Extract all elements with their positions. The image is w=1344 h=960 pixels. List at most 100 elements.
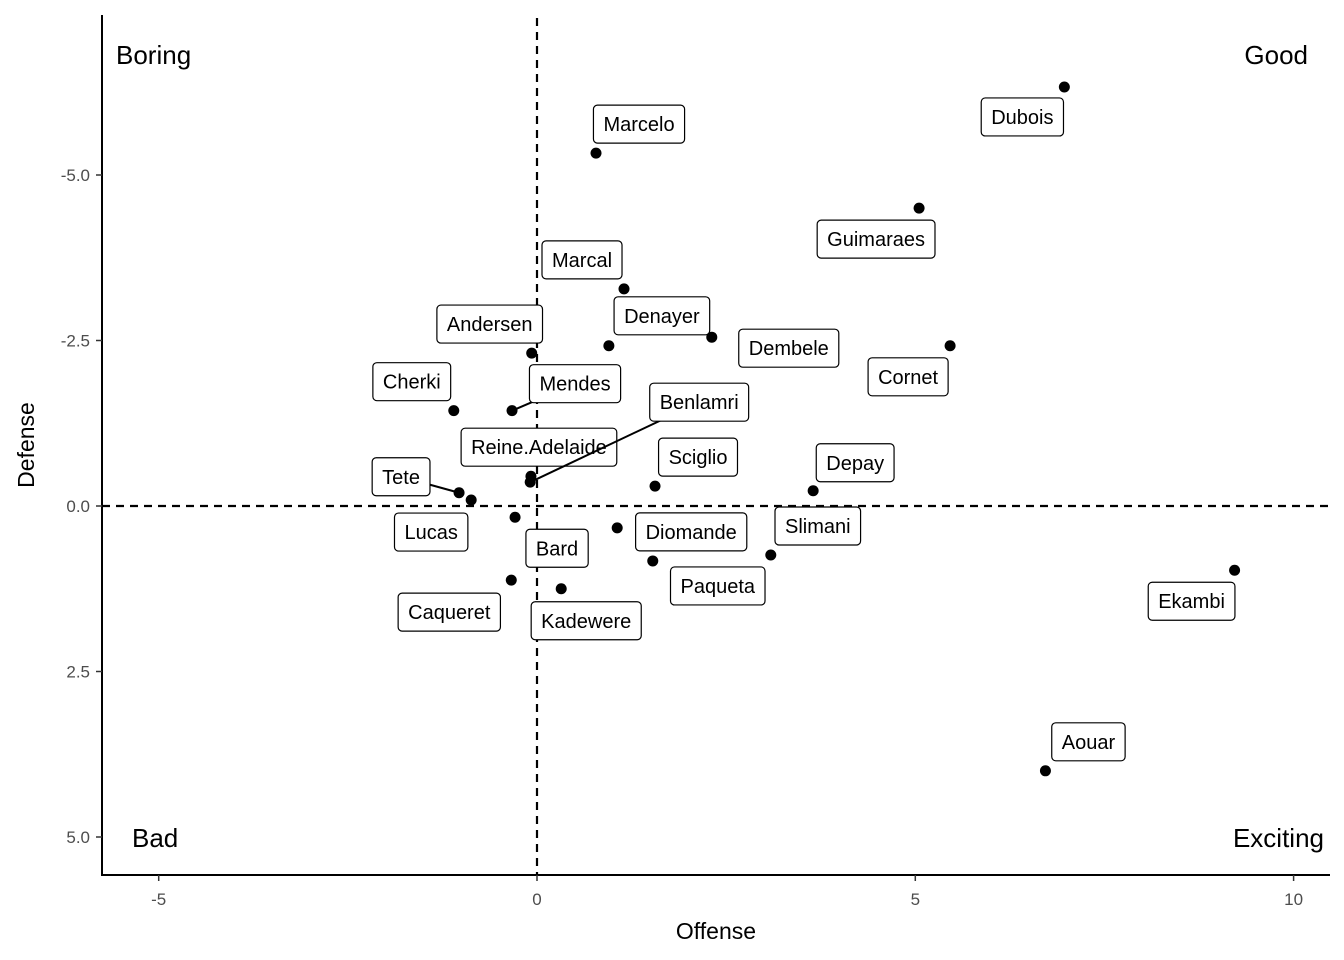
point-label-box	[436, 304, 544, 344]
quadrant-label-bottom-left: Bad	[132, 823, 178, 853]
point-label: Ekambi	[1147, 581, 1236, 621]
point-label-box	[372, 362, 452, 402]
point-label-box	[816, 219, 936, 259]
point-label: Lucas	[393, 512, 469, 552]
x-tick-label: 10	[1284, 890, 1303, 909]
x-tick-label: 0	[532, 890, 541, 909]
point-label: Paqueta	[669, 566, 766, 606]
y-tick-label: 5.0	[66, 828, 90, 847]
point-label-box	[613, 296, 711, 336]
y-tick-label: 2.5	[66, 663, 90, 682]
point-label-box	[371, 457, 431, 497]
data-point	[1229, 564, 1241, 576]
x-axis-title: Offense	[676, 918, 756, 944]
reference-lines	[102, 18, 1330, 875]
point-label-text: Dembele	[749, 338, 829, 360]
point-label-text: Tete	[382, 467, 420, 489]
point-label-text: Aouar	[1062, 732, 1116, 754]
data-point	[1058, 81, 1070, 93]
point-label-text: Cornet	[878, 367, 938, 389]
point-label-box	[774, 506, 862, 546]
point-label-text: Cherki	[383, 372, 441, 394]
point-label: Benlamri	[649, 382, 750, 422]
point-label-box	[635, 512, 748, 552]
point-label-box	[980, 97, 1065, 137]
data-point	[524, 476, 536, 488]
point-label: Aouar	[1051, 722, 1126, 762]
data-point	[807, 485, 819, 497]
point-label: Kadewere	[530, 601, 642, 641]
data-point	[647, 555, 659, 567]
point-label: Guimaraes	[816, 219, 936, 259]
point-label: Sciglio	[657, 437, 739, 477]
point-label-box	[657, 437, 739, 477]
data-point	[505, 574, 517, 586]
point-label: Marcelo	[592, 104, 686, 144]
point-label-box	[397, 592, 502, 632]
point-label: Dembele	[738, 328, 840, 368]
point-label: Dubois	[980, 97, 1065, 137]
label-layer: Dubois Marcelo Guimaraes Marcal Denayer Dembe…	[371, 97, 1236, 762]
quadrant-label-top-left: Boring	[116, 40, 191, 70]
point-label-box	[528, 364, 622, 404]
point-label-text: Caqueret	[408, 602, 491, 624]
point-label-box	[815, 443, 895, 483]
data-point	[611, 522, 623, 534]
point-label-text: Mendes	[539, 374, 610, 396]
data-point	[453, 487, 465, 499]
quadrant-label-top-right: Good	[1244, 40, 1308, 70]
point-label: Caqueret	[397, 592, 502, 632]
point-label-box	[1147, 581, 1236, 621]
point-label-text: Benlamri	[660, 392, 739, 414]
quadrant-label-bottom-right: Exciting	[1233, 823, 1324, 853]
point-label-box	[525, 528, 589, 568]
point-label-box	[530, 601, 642, 641]
data-point	[506, 405, 518, 417]
x-tick-label: -5	[151, 890, 166, 909]
point-label-text: Diomande	[646, 522, 737, 544]
axes: -5 0 5 10 -5.0 -2.5 0.0 2.5 5.0	[61, 15, 1330, 909]
data-point	[765, 549, 777, 561]
data-point	[590, 147, 602, 159]
data-point	[465, 494, 477, 506]
y-tick-label: 0.0	[66, 497, 90, 516]
y-tick-label: -5.0	[61, 166, 90, 185]
data-point	[618, 283, 630, 295]
point-label: Cornet	[867, 357, 949, 397]
point-label-box	[393, 512, 469, 552]
x-tick-label: 5	[911, 890, 920, 909]
point-label: Denayer	[613, 296, 711, 336]
data-point	[555, 583, 567, 595]
point-label-text: Reine.Adelaide	[471, 437, 607, 459]
point-label-box	[649, 382, 750, 422]
point-label-text: Slimani	[785, 516, 851, 538]
point-label-box	[592, 104, 686, 144]
point-label: Bard	[525, 528, 589, 568]
data-point	[1039, 765, 1051, 777]
point-label: Mendes	[528, 364, 622, 404]
point-label: Slimani	[774, 506, 862, 546]
point-label-box	[1051, 722, 1126, 762]
point-label-text: Marcelo	[603, 114, 674, 136]
data-point	[913, 202, 925, 214]
point-label-box	[669, 566, 766, 606]
point-label-text: Depay	[826, 453, 884, 475]
point-layer: Dubois Marcelo Guimaraes Marcal Denayer Dembe…	[371, 81, 1241, 777]
data-point	[509, 511, 521, 523]
point-label-text: Kadewere	[541, 611, 631, 633]
point-label: Reine.Adelaide	[460, 427, 618, 467]
point-label-text: Ekambi	[1158, 591, 1225, 613]
point-label-box	[867, 357, 949, 397]
point-label-box	[460, 427, 618, 467]
point-label-text: Marcal	[552, 250, 612, 272]
point-label-text: Denayer	[624, 306, 700, 328]
data-point	[649, 480, 661, 492]
point-label-text: Andersen	[447, 314, 533, 336]
y-axis-title: Defense	[13, 402, 39, 488]
y-tick-label: -2.5	[61, 332, 90, 351]
point-label-text: Lucas	[404, 522, 457, 544]
point-label-box	[738, 328, 840, 368]
point-label-text: Bard	[536, 538, 578, 560]
point-label: Diomande	[635, 512, 748, 552]
